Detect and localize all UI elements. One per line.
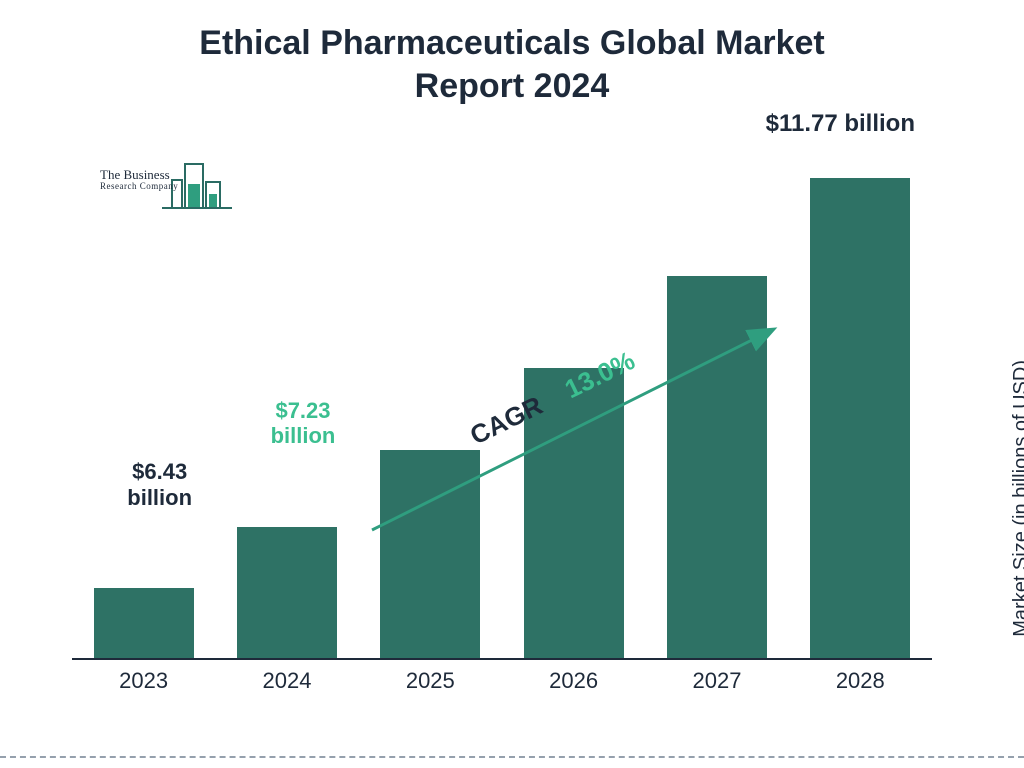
bar-wrap: 2027 — [657, 276, 777, 658]
x-tick-label: 2028 — [800, 668, 920, 694]
x-tick-label: 2024 — [227, 668, 347, 694]
bar-wrap: 2025 — [370, 450, 490, 658]
title-line2: Report 2024 — [0, 65, 1024, 108]
bar-value-label: $7.23billion — [223, 398, 383, 449]
bar-wrap: 2028$11.77 billion — [800, 178, 920, 658]
title-line1: Ethical Pharmaceuticals Global Market — [0, 22, 1024, 65]
chart-area: 2023$6.43billion2024$7.23billion20252026… — [72, 140, 932, 700]
bar-value-label: $11.77 billion — [760, 110, 920, 138]
bar — [380, 450, 480, 658]
bar-value-label: $6.43billion — [80, 459, 240, 510]
x-axis-line — [72, 658, 932, 660]
x-tick-label: 2027 — [657, 668, 777, 694]
bar-wrap: 2023$6.43billion — [84, 588, 204, 658]
bar — [237, 527, 337, 658]
x-tick-label: 2023 — [84, 668, 204, 694]
bar — [810, 178, 910, 658]
y-axis-label: Market Size (in billions of USD) — [1010, 360, 1024, 637]
footer-divider — [0, 756, 1024, 758]
bar-wrap: 2024$7.23billion — [227, 527, 347, 658]
x-tick-label: 2025 — [370, 668, 490, 694]
bar — [94, 588, 194, 658]
x-tick-label: 2026 — [514, 668, 634, 694]
bar — [667, 276, 767, 658]
chart-title: Ethical Pharmaceuticals Global Market Re… — [0, 0, 1024, 107]
